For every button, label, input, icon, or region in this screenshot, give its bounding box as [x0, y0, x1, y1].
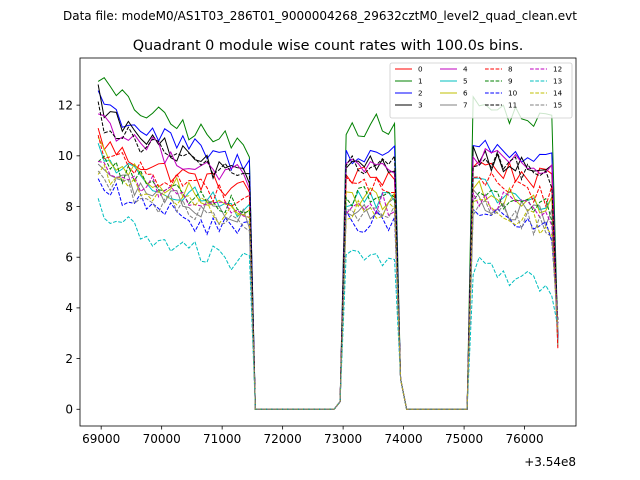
y-axis: 0 2 4 6 8 10 12 [58, 98, 80, 417]
plot-area [79, 57, 577, 427]
x-tick-label: 76000 [505, 432, 543, 446]
x-tick-label: 73000 [324, 432, 362, 446]
chart-title: Quadrant 0 module wise count rates with … [133, 38, 524, 54]
y-tick-label: 12 [58, 98, 73, 112]
x-offset-label: +3.54e8 [524, 455, 576, 469]
x-tick-label: 74000 [385, 432, 423, 446]
x-axis: 69000 70000 71000 72000 73000 74000 75000 76000 [82, 426, 544, 446]
legend-label: 0 [418, 65, 423, 74]
series-layer [97, 77, 559, 410]
plot-frame [79, 57, 577, 427]
y-tick-label: 0 [65, 403, 73, 417]
x-tick-label: 72000 [264, 432, 302, 446]
legend-label: 9 [508, 77, 513, 86]
y-tick-label: 8 [65, 200, 73, 214]
legend-label: 2 [418, 89, 423, 98]
series-line-8 [97, 134, 559, 410]
legend-label: 11 [508, 101, 517, 110]
x-tick-label: 69000 [82, 432, 120, 446]
legend-label: 3 [418, 101, 423, 110]
y-tick-label: 10 [58, 149, 73, 163]
legend-label: 1 [418, 77, 423, 86]
y-tick-label: 6 [65, 251, 73, 265]
series-line-13 [97, 198, 559, 410]
legend-frame [389, 62, 573, 119]
legend-label: 4 [463, 65, 468, 74]
series-line-11 [97, 101, 559, 410]
legend-label: 15 [553, 101, 562, 110]
legend-label: 13 [553, 77, 562, 86]
legend-label: 6 [463, 89, 468, 98]
legend-label: 7 [463, 101, 468, 110]
y-tick-label: 2 [65, 352, 73, 366]
legend-label: 8 [508, 65, 513, 74]
legend-label: 14 [553, 89, 563, 98]
legend-label: 5 [463, 77, 468, 86]
data-file-label: Data file: modeM0/AS1T03_286T01_90000042… [63, 9, 577, 23]
x-tick-label: 75000 [445, 432, 483, 446]
x-tick-label: 71000 [203, 432, 241, 446]
y-tick-label: 4 [65, 301, 73, 315]
legend-label: 12 [553, 65, 562, 74]
series-line-15 [97, 170, 559, 410]
x-tick-label: 70000 [143, 432, 181, 446]
legend-label: 10 [508, 89, 518, 98]
